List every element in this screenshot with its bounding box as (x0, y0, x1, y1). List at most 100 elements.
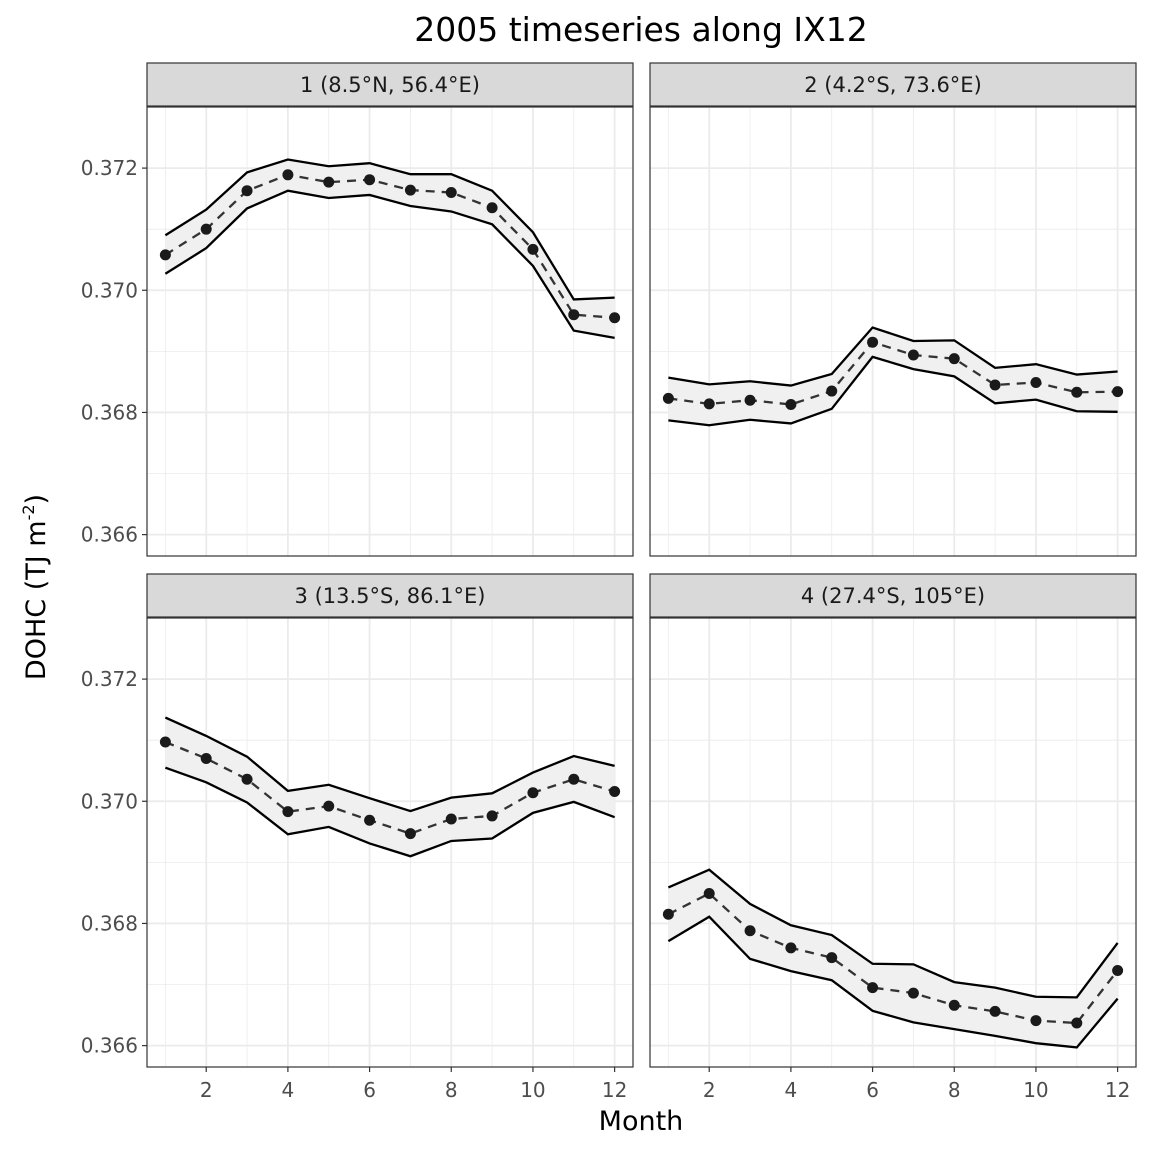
data-point (989, 1005, 1001, 1017)
y-tick-label: 0.372 (81, 156, 138, 180)
data-point (364, 174, 376, 186)
x-tick-label: 2 (703, 1078, 716, 1102)
x-tick-label: 12 (1105, 1078, 1130, 1102)
facet-strip (649, 62, 1137, 107)
data-point (826, 385, 838, 397)
facet-strip (649, 573, 1137, 618)
data-point (568, 773, 580, 785)
y-axis-title-superscript: -2 (19, 504, 38, 520)
lower-bound-line (667, 915, 1119, 1049)
panel-border (649, 106, 1137, 557)
data-point (200, 753, 212, 765)
data-point (527, 787, 539, 799)
data-point (1071, 1017, 1083, 1029)
data-point (527, 243, 539, 255)
facet-panel-3: 3 (13.5°S, 86.1°E) 0.366 0.368 0.370 0.372 2 4… (81, 573, 634, 1102)
x-tick-label: 10 (520, 1078, 545, 1102)
facet-strip-label: 2 (4.2°S, 73.6°E) (804, 73, 982, 97)
y-axis-title-suffix: ) (21, 494, 52, 505)
data-point (1112, 386, 1124, 398)
confidence-band (668, 327, 1118, 426)
data-point (568, 309, 580, 321)
facet-panel-1: 1 (8.5°N, 56.4°E) 0.366 0.368 0.370 0.372 (81, 62, 634, 557)
data-point (785, 399, 797, 411)
data-point (907, 349, 919, 361)
data-point (609, 312, 621, 324)
x-tick-label: 12 (602, 1078, 627, 1102)
data-point (159, 249, 171, 261)
data-point (241, 773, 253, 785)
facet-strip-label: 1 (8.5°N, 56.4°E) (300, 73, 480, 97)
x-axis-title: Month (599, 1106, 684, 1137)
data-point (282, 169, 294, 181)
confidence-band (165, 717, 615, 857)
data-point (364, 814, 376, 826)
data-point (744, 394, 756, 406)
data-point (662, 908, 674, 920)
chart-title: 2005 timeseries along IX12 (414, 10, 868, 49)
y-tick-label: 0.368 (81, 911, 138, 935)
data-point (159, 736, 171, 748)
data-point (948, 999, 960, 1011)
data-point (867, 336, 879, 348)
x-tick-label: 6 (363, 1078, 376, 1102)
panel-border (649, 617, 1137, 1068)
x-tick-label: 8 (948, 1078, 961, 1102)
y-axis-title-main: DOHC (TJ m (21, 520, 52, 680)
x-tick-label: 4 (282, 1078, 295, 1102)
upper-bound-line (668, 326, 1118, 387)
data-point (907, 987, 919, 999)
data-point (323, 176, 335, 188)
lower-bound-line (668, 355, 1118, 427)
data-point (404, 184, 416, 196)
x-tick-label: 4 (785, 1078, 798, 1102)
data-point (867, 982, 879, 994)
y-tick-label: 0.370 (81, 789, 138, 813)
data-point (989, 379, 1001, 391)
panel-background (650, 107, 1136, 556)
x-tick-label: 8 (445, 1078, 458, 1102)
data-point (703, 888, 715, 900)
data-point (609, 785, 621, 797)
x-tick-label: 2 (200, 1078, 213, 1102)
upper-bound-line (164, 716, 615, 813)
y-axis-title: DOHC (TJ m-2) (19, 494, 52, 680)
y-tick-label: 0.372 (81, 667, 138, 691)
y-tick-label: 0.366 (81, 1034, 138, 1058)
lower-bound-line (164, 766, 616, 858)
upper-bound-line (164, 158, 615, 301)
data-point (1071, 386, 1083, 398)
data-point (241, 185, 253, 197)
data-point (1030, 377, 1042, 389)
facet-panel-4: 4 (27.4°S, 105°E) 2 4 6 8 10 12 (649, 573, 1137, 1102)
data-point (662, 392, 674, 404)
data-point (282, 806, 294, 818)
data-point (703, 398, 715, 410)
facet-strip (146, 62, 634, 107)
data-point (323, 800, 335, 812)
data-point (826, 952, 838, 964)
data-point (744, 925, 756, 937)
data-point (486, 202, 498, 214)
facet-panel-2: 2 (4.2°S, 73.6°E) (649, 62, 1137, 557)
data-point (1030, 1015, 1042, 1027)
y-tick-label: 0.368 (81, 400, 138, 424)
data-point (1112, 964, 1124, 976)
facet-strip-label: 3 (13.5°S, 86.1°E) (295, 584, 486, 608)
y-tick-label: 0.370 (81, 278, 138, 302)
data-point (404, 828, 416, 840)
confidence-band (165, 159, 615, 338)
data-point (445, 187, 457, 199)
upper-bound-line (667, 868, 1119, 999)
lower-bound-line (164, 189, 615, 340)
facet-strip-label: 4 (27.4°S, 105°E) (801, 584, 985, 608)
mean-dashed-line (164, 740, 615, 835)
y-tick-label: 0.366 (81, 523, 138, 547)
data-point (200, 223, 212, 235)
data-point (948, 353, 960, 365)
facets-group: 1 (8.5°N, 56.4°E) 0.366 0.368 0.370 0.372 2 (… (81, 62, 1137, 1102)
data-point (785, 942, 797, 954)
data-point (445, 813, 457, 825)
